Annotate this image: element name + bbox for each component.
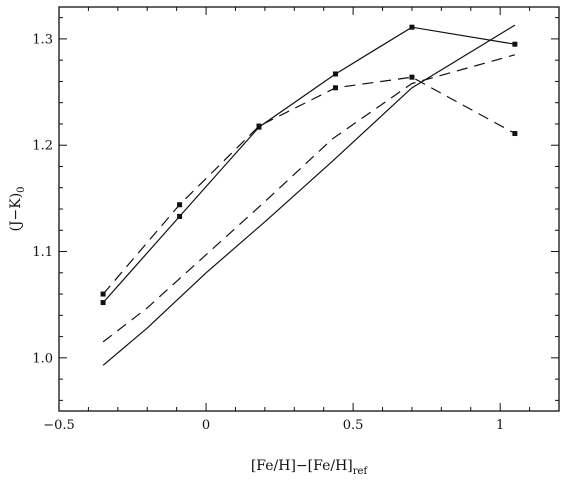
ticks: −0.5 0 0.5 1 1.0 1.1 1.2 1.3 xyxy=(32,7,559,433)
data-point xyxy=(332,71,338,77)
data-point xyxy=(512,131,518,137)
data-point xyxy=(332,85,338,91)
x-tick-label: 0 xyxy=(202,418,210,433)
data-point xyxy=(177,213,183,219)
data-point xyxy=(100,300,106,306)
data-point xyxy=(409,24,415,30)
y-tick-label: 1.3 xyxy=(32,32,53,47)
x-tick-label: −0.5 xyxy=(43,418,75,433)
series-line-1 xyxy=(102,26,515,303)
data-point xyxy=(177,202,183,208)
y-axis-title: (J−K)0 xyxy=(8,186,27,231)
series-line-3 xyxy=(102,24,516,366)
data-point xyxy=(409,74,415,80)
y-tick-label: 1.1 xyxy=(32,245,53,260)
y-tick-label: 1.0 xyxy=(32,351,53,366)
data-point xyxy=(512,41,518,47)
data-point xyxy=(256,123,262,129)
markers-group xyxy=(100,24,518,306)
x-axis-title: [Fe/H]−[Fe/H]ref xyxy=(251,458,369,477)
data-point xyxy=(100,291,106,297)
x-tick-label: 0.5 xyxy=(343,418,364,433)
series-line-4 xyxy=(102,54,516,343)
plot-frame xyxy=(58,6,560,412)
series-line-2 xyxy=(102,76,516,295)
x-tick-label: 1 xyxy=(496,418,504,433)
y-tick-label: 1.2 xyxy=(32,139,53,154)
series-group xyxy=(102,24,516,366)
